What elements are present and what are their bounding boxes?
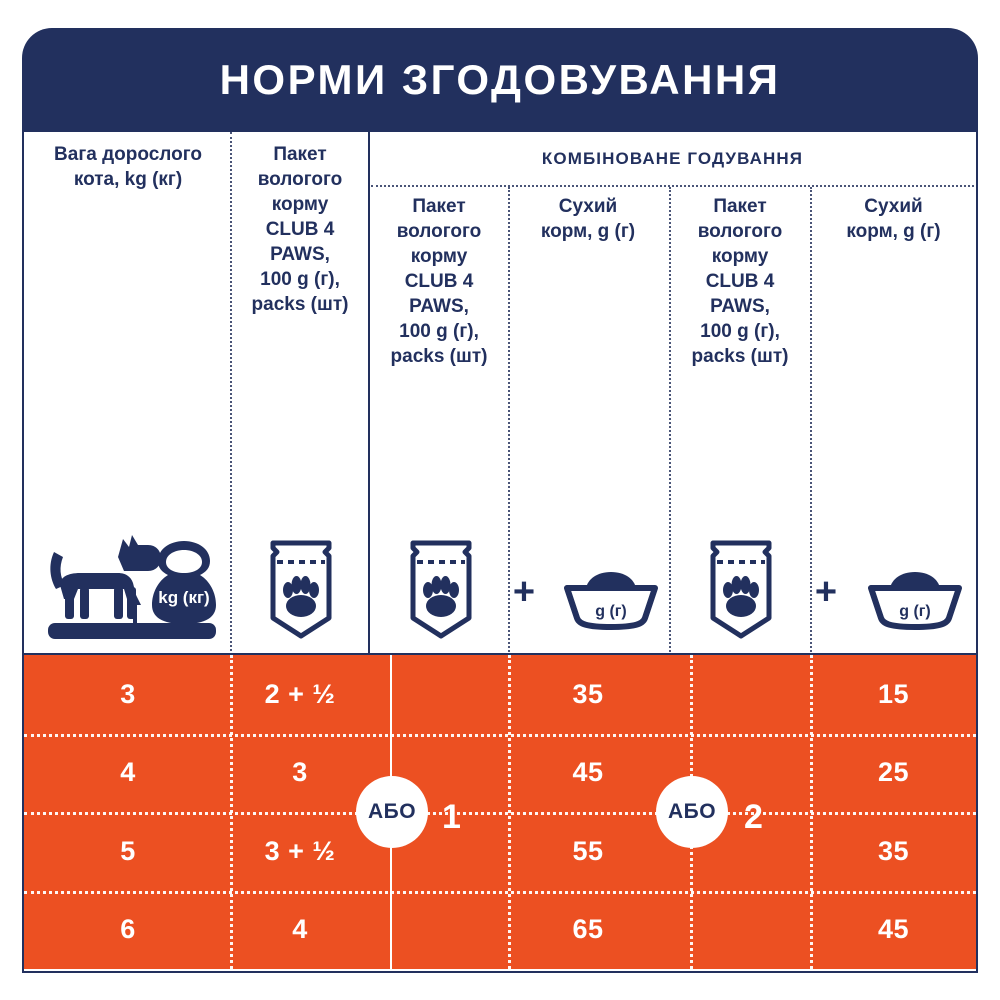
cat-weight-scale-icon: kg (кг)	[34, 527, 224, 647]
table-data-zone: 3 2 + ½ 35 15 4 3 45 25 5 3 + ½ 5	[24, 655, 976, 969]
cell-weight: 6	[120, 914, 136, 945]
column-header-combined1-wet: Пакет вологого корму CLUB 4 PAWS, 100 g …	[390, 196, 488, 368]
table-row[interactable]: 6 4 65 45	[24, 891, 976, 970]
header-divider-5	[810, 187, 812, 655]
cell-wet-only: 4	[292, 914, 308, 945]
wet-food-pouch-icon	[256, 532, 346, 647]
data-divider-3	[508, 655, 511, 969]
cell-combined2-dry: 35	[877, 835, 910, 866]
header-divider-2	[368, 132, 370, 655]
or-badge-1: АБО	[356, 776, 428, 848]
header-data-divider	[24, 653, 976, 655]
or-badge-label: АБО	[367, 800, 417, 823]
row-divider	[24, 733, 976, 737]
column-header-wet-only: Пакет вологого корму CLUB 4 PAWS, 100 g …	[251, 144, 349, 316]
dry-food-bowl-icon: g (г)	[556, 564, 666, 634]
column-header-weight: Вага дорослого кота, kg (кг)	[54, 144, 202, 191]
or-badge-label: АБО	[667, 800, 717, 823]
header-divider-4	[669, 187, 671, 655]
data-divider-5	[810, 655, 813, 969]
cell-weight: 5	[120, 835, 136, 866]
column-header-combined2-wet: Пакет вологого корму CLUB 4 PAWS, 100 g …	[691, 196, 789, 368]
plus-glyph: +	[814, 571, 838, 613]
table-row[interactable]: 4 3 45 25	[24, 734, 976, 813]
column-header-combined2-dry: Сухий корм, g (г)	[846, 196, 941, 243]
or-badge-2: АБО	[656, 776, 728, 848]
cell-combined2-dry: 15	[877, 678, 910, 709]
cell-combined2-dry: 45	[877, 914, 910, 945]
wet-food-pouch-icon	[396, 532, 486, 647]
data-divider-1	[230, 655, 233, 969]
cell-combined1-dry: 35	[572, 678, 604, 709]
cell-combined1-dry: 55	[572, 835, 604, 866]
row-divider	[24, 812, 976, 815]
cell-combined2-dry: 25	[877, 757, 910, 788]
table-row[interactable]: 3 2 + ½ 35 15	[24, 655, 976, 734]
option-quantity-1: 1	[442, 798, 461, 836]
cell-wet-only: 3	[292, 757, 308, 788]
row-divider	[24, 890, 976, 894]
feeding-guidelines-table: НОРМИ ЗГОДОВУВАННЯ КОМБІНОВАНЕ ГОДУВАННЯ…	[22, 28, 978, 973]
column-header-combined1-dry: Сухий корм, g (г)	[540, 196, 636, 243]
table-frame: КОМБІНОВАНЕ ГОДУВАННЯ Вага дорослого кот…	[22, 132, 978, 973]
cell-wet-only: 2 + ½	[264, 678, 336, 709]
dry-food-unit-label: g (г)	[595, 603, 627, 620]
plus-icon: +	[806, 572, 846, 612]
group-title-divider	[371, 185, 974, 187]
page-title: НОРМИ ЗГОДОВУВАННЯ	[219, 56, 781, 103]
plus-icon: +	[504, 572, 544, 612]
cell-weight: 4	[120, 757, 136, 788]
combined-feeding-group-header: КОМБІНОВАНЕ ГОДУВАННЯ	[369, 132, 976, 185]
cell-weight: 3	[120, 678, 136, 709]
wet-food-pouch-icon	[696, 532, 786, 647]
cell-combined1-dry: 65	[572, 914, 604, 945]
table-header-zone: КОМБІНОВАНЕ ГОДУВАННЯ Вага дорослого кот…	[24, 132, 976, 655]
cell-wet-only: 3 + ½	[264, 835, 336, 866]
weight-unit-label: kg (кг)	[158, 588, 209, 607]
cell-combined1-dry: 45	[572, 757, 604, 788]
dry-food-bowl-icon: g (г)	[860, 564, 970, 634]
plus-glyph: +	[512, 571, 536, 613]
header-divider-3	[508, 187, 510, 655]
table-row[interactable]: 5 3 + ½ 55 35	[24, 812, 976, 891]
header-divider-1	[230, 132, 232, 655]
dry-food-unit-label: g (г)	[899, 603, 931, 620]
option-quantity-2: 2	[744, 798, 763, 836]
table-title-bar: НОРМИ ЗГОДОВУВАННЯ	[22, 28, 978, 132]
combined-feeding-group-label: КОМБІНОВАНЕ ГОДУВАННЯ	[541, 148, 804, 168]
